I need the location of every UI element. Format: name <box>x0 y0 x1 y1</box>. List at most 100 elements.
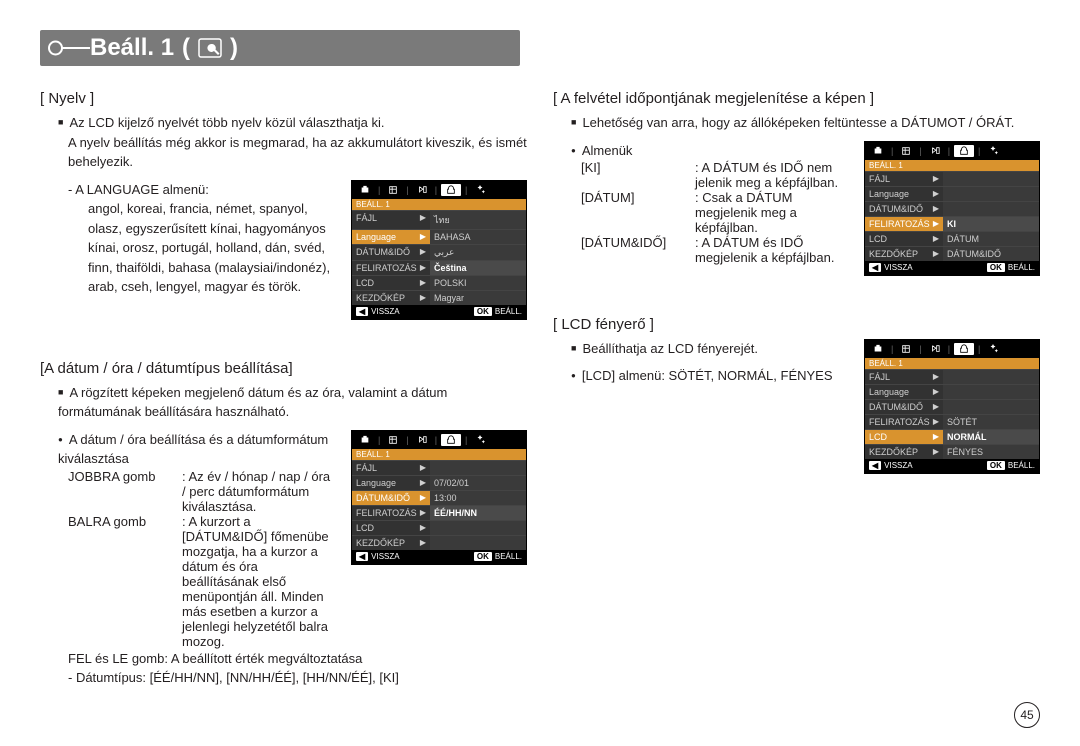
lcd-menu-key: Language▶ <box>865 187 943 201</box>
lcd-tab <box>869 145 887 157</box>
lcd-menu-row: Language▶07/02/01 <box>352 475 526 490</box>
lcd-tab <box>954 343 974 355</box>
lcd-menu-key: FÁJL▶ <box>865 172 943 186</box>
lcd-menu-key: FÁJL▶ <box>865 370 943 384</box>
lcd-menu-row: KEZDŐKÉP▶DÁTUM&IDŐ <box>865 246 1039 261</box>
datum-val: : Csak a DÁTUM megjelenik meg a képfájlb… <box>695 190 850 235</box>
lcd-menu-row: FÁJL▶ <box>865 171 1039 186</box>
lcd-menu-val <box>943 172 1039 186</box>
lcd-banner: BEÁLL. 1 <box>865 160 1039 171</box>
lcd-preview-date: ||||BEÁLL. 1FÁJL▶ Language▶07/02/01DÁTUM… <box>351 430 527 565</box>
lcd-menu-row: FÁJL▶ <box>352 460 526 475</box>
lcd-menu-val <box>943 400 1039 414</box>
lcd-menu-key: KEZDŐKÉP▶ <box>352 291 430 305</box>
lcd-menu-key: FELIRATOZÁS▶ <box>352 261 430 275</box>
lcd-banner: BEÁLL. 1 <box>352 199 526 210</box>
lcd-menu-row: LCD▶ <box>352 520 526 535</box>
lcd-tab <box>926 343 944 355</box>
lcd-menu-key: LCD▶ <box>865 232 943 246</box>
lcd-menu-row: FÁJL▶ <box>865 369 1039 384</box>
lcd-menu-val: 13:00 <box>430 491 526 505</box>
lcd-menu-row: FELIRATOZÁS▶ÉÉ/HH/NN <box>352 505 526 520</box>
lcd-menu-row: FELIRATOZÁS▶KI <box>865 216 1039 231</box>
section-felvetel-title: [ A felvétel időpontjának megjelenítése … <box>553 90 1040 107</box>
lcd-tab <box>984 343 1002 355</box>
lcd-menu-val: Magyar <box>430 291 526 305</box>
lcd-menu-row: DÁTUM&IDŐ▶13:00 <box>352 490 526 505</box>
left-column: [ Nyelv ] Az LCD kijelző nyelvét több ny… <box>40 82 527 688</box>
lcd-tabs: |||| <box>865 142 1039 160</box>
lcd-menu-key: DÁTUM&IDŐ▶ <box>865 202 943 216</box>
right-column: [ A felvétel időpontjának megjelenítése … <box>553 82 1040 688</box>
lcd-tab <box>441 434 461 446</box>
lcd-menu-key: FELIRATOZÁS▶ <box>352 506 430 520</box>
lcd-banner: BEÁLL. 1 <box>865 358 1039 369</box>
lcd-sub: [LCD] almenü: SÖTÉT, NORMÁL, FÉNYES <box>553 366 850 386</box>
jobbra-val: : Az év / hónap / nap / óra / perc dátum… <box>182 469 337 514</box>
lcd-menu-key: Language▶ <box>352 476 430 490</box>
section-lcd-title: [ LCD fényerő ] <box>553 316 1040 333</box>
lcd-menu-row: FELIRATOZÁS▶SÖTÉT <box>865 414 1039 429</box>
lcd-menu-row: Language▶ <box>865 186 1039 201</box>
lcd-menu-val <box>430 461 526 475</box>
lcd-menu-val: Čeština <box>430 261 526 275</box>
datum-para1: A rögzített képeken megjelenő dátum és a… <box>40 383 527 422</box>
lcd-menu-row: LCD▶POLSKI <box>352 275 526 290</box>
lang-submenu-title: - A LANGUAGE almenü: <box>40 180 337 200</box>
lcd-menu-row: KEZDŐKÉP▶FÉNYES <box>865 444 1039 459</box>
lcd-tab <box>384 434 402 446</box>
lcd-tab <box>384 184 402 196</box>
lcd-footer: ◀VISSZAOKBEÁLL. <box>352 305 526 319</box>
lcd-tab <box>954 145 974 157</box>
lcd-menu-row: Language▶BAHASA <box>352 229 526 244</box>
both-val: : A DÁTUM és IDŐ megjelenik a képfájlban… <box>695 235 850 265</box>
balra-val: : A kurzort a [DÁTUM&IDŐ] főmenübe mozga… <box>182 514 337 649</box>
lcd-menu-val: DÁTUM <box>943 232 1039 246</box>
lcd-menu-val: ÉÉ/HH/NN <box>430 506 526 520</box>
datum-sub-title: A dátum / óra beállítása és a dátumformá… <box>40 430 337 469</box>
section-nyelv-title: [ Nyelv ] <box>40 90 527 107</box>
lcd-menu-key: KEZDŐKÉP▶ <box>352 536 430 550</box>
lcd-tab <box>897 145 915 157</box>
lcd-footer: ◀VISSZAOKBEÁLL. <box>865 459 1039 473</box>
lcd-menu-key: FELIRATOZÁS▶ <box>865 217 943 231</box>
lcd-menu-row: Language▶ <box>865 384 1039 399</box>
lcd-tab <box>413 184 431 196</box>
open-paren: ( <box>182 34 190 62</box>
lcd-tab <box>441 184 461 196</box>
section-datum-title: [A dátum / óra / dátumtípus beállítása] <box>40 360 527 377</box>
lcd-footer: ◀VISSZAOKBEÁLL. <box>352 550 526 564</box>
lcd-menu-row: DÁTUM&IDŐ▶عربي <box>352 244 526 260</box>
lcd-menu-val: SÖTÉT <box>943 415 1039 429</box>
lcd-menu-row: LCD▶DÁTUM <box>865 231 1039 246</box>
lcd-para1: Beállíthatja az LCD fényerejét. <box>553 339 850 359</box>
close-paren: ) <box>230 34 238 62</box>
felvetel-para1: Lehetőség van arra, hogy az állóképeken … <box>553 113 1040 133</box>
lcd-menu-val: FÉNYES <box>943 445 1039 459</box>
lcd-menu-val: BAHASA <box>430 230 526 244</box>
lcd-menu-row: LCD▶NORMÁL <box>865 429 1039 444</box>
lcd-tab <box>926 145 944 157</box>
ki-val: : A DÁTUM és IDŐ nem jelenik meg a képfá… <box>695 160 850 190</box>
lcd-menu-key: LCD▶ <box>865 430 943 444</box>
lcd-preview-brightness: ||||BEÁLL. 1FÁJL▶ Language▶ DÁTUM&IDŐ▶ F… <box>864 339 1040 474</box>
lcd-menu-key: DÁTUM&IDŐ▶ <box>352 491 430 505</box>
lcd-menu-key: LCD▶ <box>352 521 430 535</box>
lcd-menu-key: KEZDŐKÉP▶ <box>865 445 943 459</box>
lcd-preview-imprint: ||||BEÁLL. 1FÁJL▶ Language▶ DÁTUM&IDŐ▶ F… <box>864 141 1040 276</box>
both-key: [DÁTUM&IDŐ] <box>581 235 695 265</box>
lcd-menu-val: 07/02/01 <box>430 476 526 490</box>
lcd-tab <box>869 343 887 355</box>
lcd-menu-val <box>430 536 526 550</box>
lcd-menu-key: FÁJL▶ <box>352 211 430 229</box>
dtype-text: - Dátumtípus: [ÉÉ/HH/NN], [NN/HH/ÉÉ], [H… <box>40 668 527 688</box>
header-title: Beáll. 1 <box>90 34 174 62</box>
lcd-menu-val: NORMÁL <box>943 430 1039 444</box>
lcd-tab <box>356 434 374 446</box>
lang-list: angol, koreai, francia, német, spanyol, … <box>40 199 337 297</box>
lcd-menu-row: FELIRATOZÁS▶Čeština <box>352 260 526 275</box>
lcd-tab <box>897 343 915 355</box>
settings-wrench-icon <box>198 38 222 58</box>
lcd-menu-val <box>943 187 1039 201</box>
lcd-tab <box>984 145 1002 157</box>
